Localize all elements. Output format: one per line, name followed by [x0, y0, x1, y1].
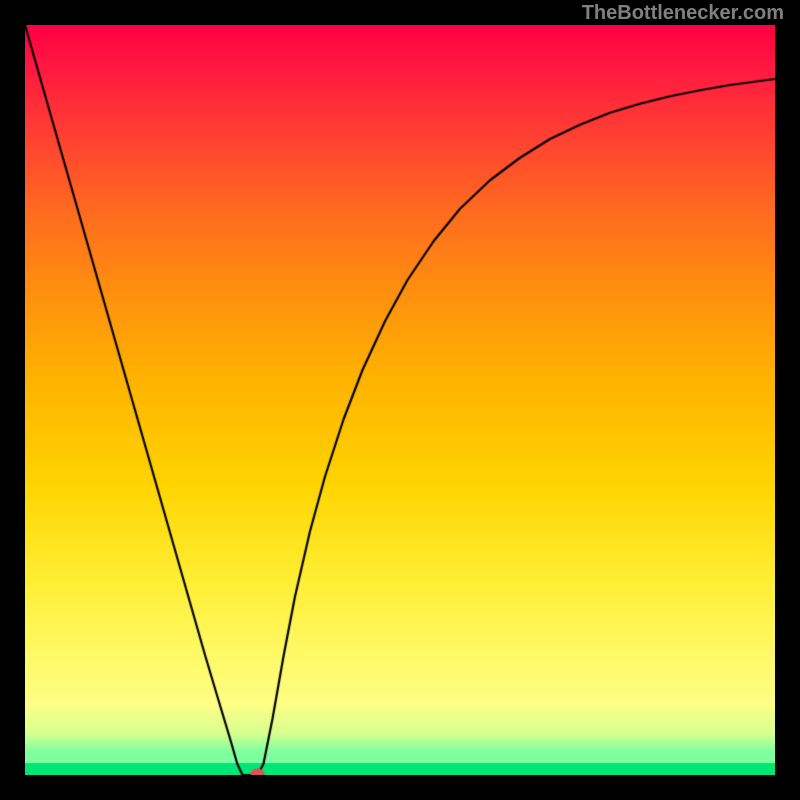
watermark-text: TheBottlenecker.com	[582, 2, 784, 25]
bottleneck-curve	[25, 25, 775, 775]
figure-container: TheBottlenecker.com	[0, 0, 800, 800]
plot-area	[25, 25, 775, 775]
